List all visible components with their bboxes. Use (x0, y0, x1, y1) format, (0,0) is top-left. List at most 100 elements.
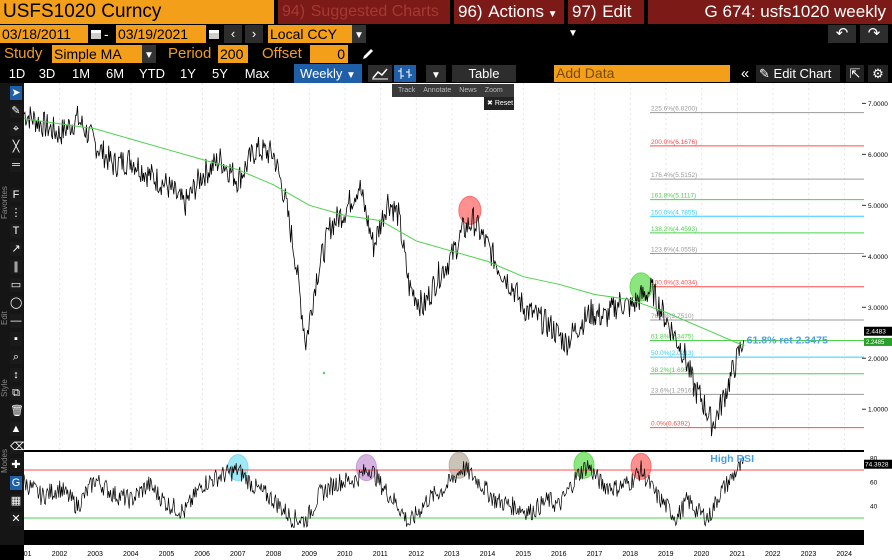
end-date-field[interactable]: 03/19/2021 (116, 25, 206, 43)
cross-icon[interactable]: ✚ (10, 458, 22, 472)
add-data-input[interactable]: Add Data (554, 65, 730, 82)
period-tab-ytd[interactable]: YTD (139, 66, 165, 81)
mode-zoom[interactable]: Zoom (484, 87, 503, 94)
pencil-icon: ✎ (759, 66, 770, 81)
y-tick-label: 6.0000 (868, 152, 888, 159)
settings-button[interactable]: ⚙ (868, 65, 888, 82)
marker-icon[interactable]: ▪ (10, 332, 22, 346)
currency-dropdown-button[interactable]: ▼ (352, 25, 366, 43)
calendar-icon[interactable] (90, 26, 102, 42)
suggested-charts-num: 94) (282, 3, 306, 20)
eraser-icon[interactable]: ⌫ (10, 440, 26, 454)
date-row: 03/18/2011 - 03/19/2021 ‹ › Local CCY ▼ … (0, 24, 892, 44)
x-tick-label: 2003 (87, 551, 103, 558)
chart-mode-menu: Track Annotate News Zoom (392, 84, 514, 97)
period-tab-5y[interactable]: 5Y (212, 66, 228, 81)
period-tab-1d[interactable]: 1D (8, 66, 26, 81)
line-chart-button[interactable] (368, 65, 392, 82)
edit-chart-button[interactable]: ✎ Edit Chart (756, 65, 840, 82)
x-tick-label: 2014 (480, 551, 496, 558)
zoom-icon[interactable]: ⌕ (10, 350, 22, 364)
period-tab-3d[interactable]: 3D (38, 66, 56, 81)
triangle-icon[interactable]: ▲ (10, 422, 22, 436)
rectangle-icon[interactable]: ▭ (10, 278, 22, 292)
period-tab-1m[interactable]: 1M (71, 66, 91, 81)
prev-period-button[interactable]: ‹ (224, 25, 242, 43)
x-tick-label: 2022 (765, 551, 781, 558)
rsi-y-tick-label: 80 (870, 456, 878, 463)
x-tick-label: 2011 (373, 551, 388, 558)
table-button[interactable]: Table (452, 65, 516, 82)
pencil-icon[interactable] (360, 46, 376, 62)
chevron-down-icon: ▼ (346, 70, 356, 81)
y-tick-label: 3.0000 (868, 305, 888, 312)
study-dropdown-button[interactable]: ▼ (142, 45, 156, 63)
reset-zoom-button[interactable]: ✖ Reset (484, 97, 514, 110)
period-value: 200 (220, 46, 244, 62)
period-tab-max[interactable]: Max (244, 66, 270, 81)
trend-line-icon[interactable]: ╳ (10, 140, 22, 154)
y-tick-label: 5.0000 (868, 203, 888, 210)
y-tick-label: 2.0000 (868, 356, 888, 363)
pen-icon[interactable]: ✎ (10, 104, 22, 118)
ellipse-icon[interactable]: ◯ (10, 296, 23, 310)
mode-news[interactable]: News (459, 87, 477, 94)
calendar-icon[interactable] (208, 26, 220, 42)
measure-icon[interactable]: ↕ (10, 368, 22, 382)
fib-level-label: 38.2%(1.6951) (651, 367, 694, 374)
period-input[interactable]: 200 (218, 45, 248, 63)
color-icon[interactable]: ▦ (10, 494, 22, 508)
horizontal-line-icon[interactable]: ═ (10, 158, 22, 172)
edit-section-label: Edit (0, 311, 9, 325)
currency-select[interactable]: Local CCY (268, 25, 352, 43)
frequency-select[interactable]: Weekly ▼ (294, 64, 362, 83)
mode-track[interactable]: Track (398, 87, 416, 94)
delete-icon[interactable]: 🗑 (10, 404, 24, 418)
copy-icon[interactable]: ⧉ (10, 386, 22, 400)
redo-button[interactable]: ↷ (860, 25, 888, 43)
highlight-circle (458, 195, 482, 225)
period-tab-6m[interactable]: 6M (105, 66, 125, 81)
pitchfork-icon[interactable]: ⋮ (10, 206, 22, 220)
start-date-field[interactable]: 03/18/2011 (0, 25, 88, 43)
channel-icon[interactable]: ∥ (10, 260, 22, 274)
rsi-panel-bg (24, 452, 864, 530)
chevron-down-icon: ▼ (354, 30, 364, 41)
suggested-charts-label: Suggested Charts (310, 3, 439, 20)
period-tab-1y[interactable]: 1Y (180, 66, 196, 81)
crosshair-icon[interactable]: ⌖ (10, 122, 22, 136)
expand-button[interactable]: ⇱ (846, 65, 864, 82)
mode-annotate[interactable]: Annotate (423, 87, 452, 94)
fib-level-label: 100.0%(3.4034) (651, 280, 697, 287)
undo-button[interactable]: ↶ (828, 25, 856, 43)
table-label: Table (468, 66, 500, 81)
line-icon[interactable]: ― (10, 314, 22, 328)
reset-label: Reset (494, 100, 514, 107)
collapse-button[interactable]: « (736, 65, 754, 82)
fib-level-label: 200.0%(6.1676) (651, 139, 697, 146)
resize-icon: ⇱ (849, 66, 861, 81)
settings-mode-icon[interactable]: G (10, 476, 22, 490)
offset-input[interactable]: 0 (310, 45, 348, 63)
actions-menu-button[interactable]: 96) Actions ▼ (454, 0, 564, 24)
double-chevron-left-icon: « (740, 65, 750, 82)
frequency-value: Weekly (300, 66, 343, 81)
fibonacci-icon[interactable]: F (10, 188, 22, 202)
arrow-icon[interactable]: ↗ (10, 242, 22, 256)
x-tick-label: 2008 (266, 551, 282, 558)
edit-chart-label: Edit Chart (773, 66, 832, 81)
security-field[interactable]: USFS1020 Curncy (0, 0, 274, 24)
bar-chart-button[interactable] (394, 65, 416, 82)
text-icon[interactable]: T (10, 224, 22, 238)
chart-type-dropdown[interactable]: ▼ (426, 65, 446, 82)
pointer-icon[interactable]: ➤ (10, 86, 22, 100)
study-select[interactable]: Simple MA (52, 45, 142, 63)
suggested-charts-button[interactable]: 94) Suggested Charts (278, 0, 450, 24)
edit-menu-button[interactable]: 97) Edit ▼ (568, 0, 644, 39)
close-tools-icon[interactable]: ✕ (10, 512, 22, 526)
security-name: USFS1020 Curncy (3, 1, 162, 22)
x-tick-label: 2006 (194, 551, 210, 558)
next-period-button[interactable]: › (245, 25, 263, 43)
edit-label: Edit (602, 2, 632, 21)
chart-canvas[interactable]: 225.6%(6.8200) 200.0%(6.1676) 176.4%(5.515… (24, 83, 892, 560)
